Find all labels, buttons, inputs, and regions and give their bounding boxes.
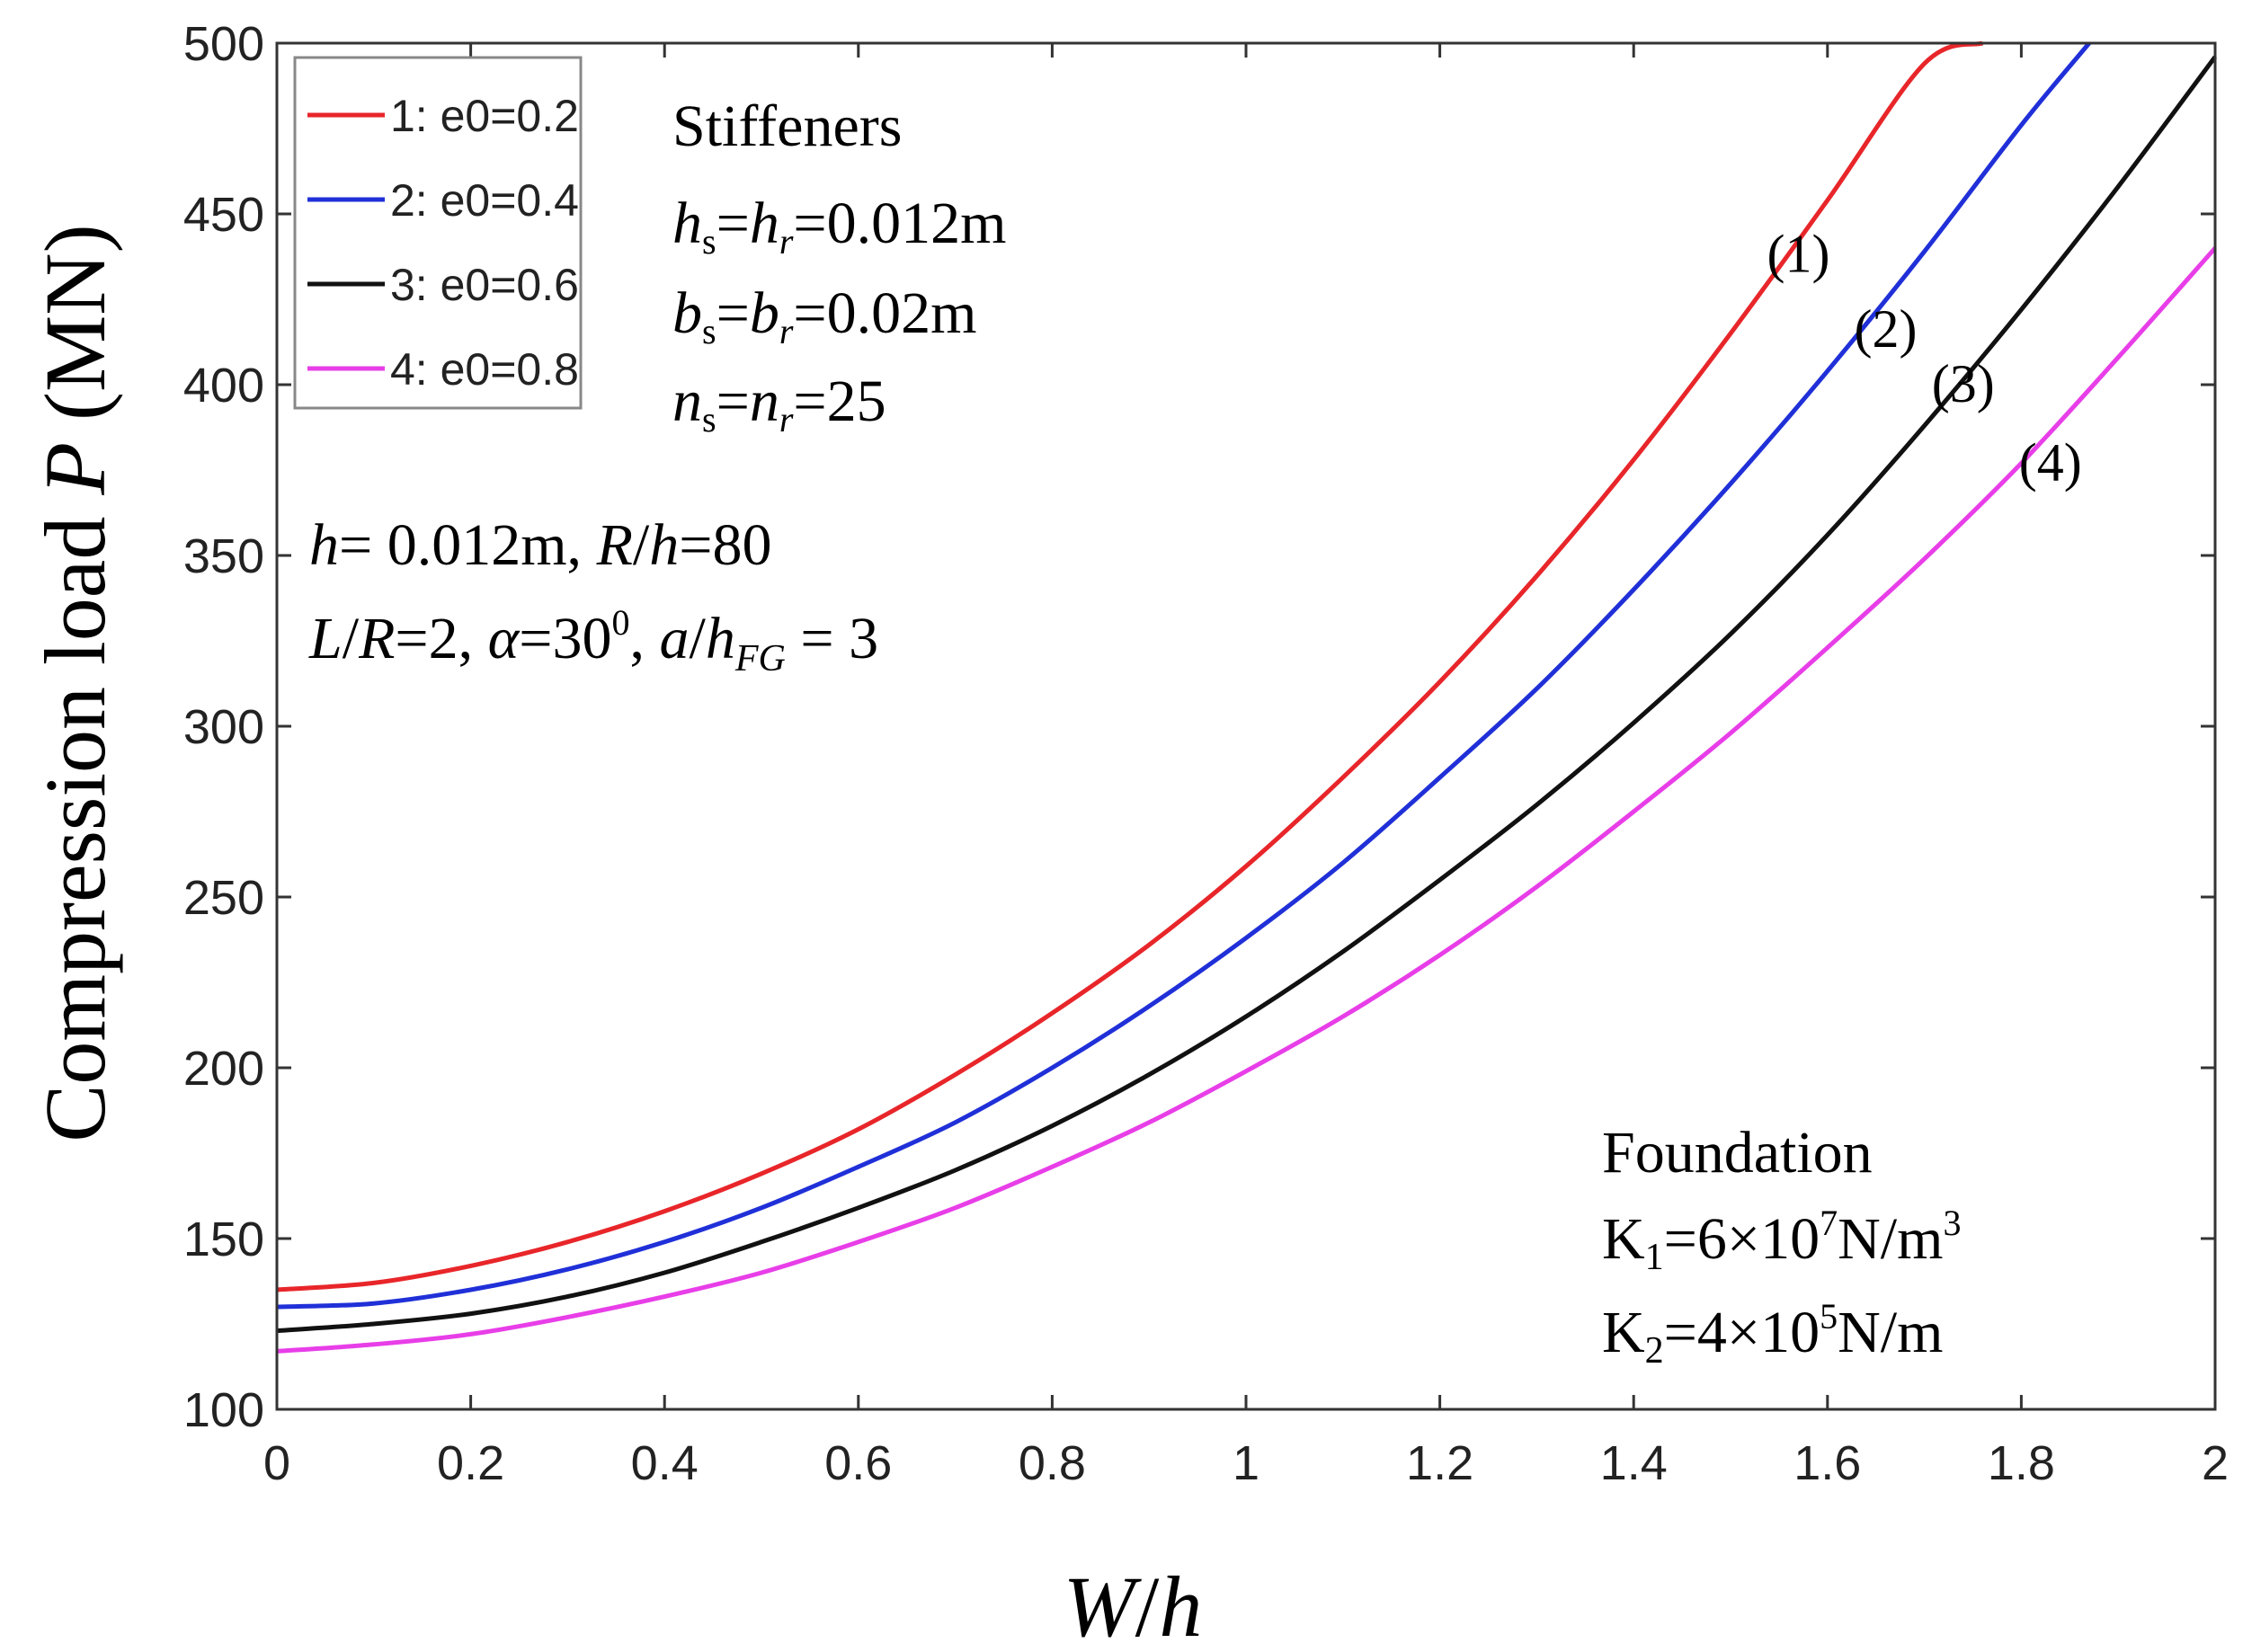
- y-tick-label: 450: [183, 188, 264, 242]
- y-tick-label: 200: [183, 1042, 264, 1096]
- curve-label-4: (4): [2019, 432, 2082, 492]
- legend: 1: e0=0.2 2: e0=0.4 3: e0=0.6 4: e0=0.8: [293, 56, 583, 410]
- x-tick-label: 0: [263, 1436, 290, 1490]
- stiffeners-title: Stiffeners: [672, 93, 902, 159]
- x-tick-label: 1.8: [1988, 1436, 2055, 1490]
- x-tick-label: 1.4: [1600, 1436, 1668, 1490]
- curve-label-2: (2): [1854, 299, 1917, 359]
- geometry-line-1: h= 0.012m, R/h=80: [309, 512, 771, 578]
- x-tick-label: 0.6: [824, 1436, 892, 1490]
- plot-background: [277, 43, 2215, 1409]
- series-layer: (1) (2) (3) (4): [276, 40, 2218, 1354]
- foundation-title: Foundation: [1602, 1120, 1873, 1186]
- x-axis-title: W/h: [1064, 1559, 1203, 1652]
- series-line-4: [276, 246, 2217, 1354]
- legend-label-3: 3: e0=0.6: [390, 260, 579, 310]
- legend-label-1: 1: e0=0.2: [390, 91, 579, 141]
- series-line-1: [276, 40, 1984, 1292]
- y-tick-label: 400: [183, 359, 264, 413]
- curve-label-3: (3): [1932, 354, 1995, 413]
- x-tick-label: 1.6: [1794, 1436, 1861, 1490]
- y-tick-label: 500: [183, 17, 264, 71]
- y-tick-label: 150: [183, 1212, 264, 1266]
- series-line-3: [276, 55, 2218, 1334]
- y-axis-title: Compression load P (MN): [27, 224, 123, 1141]
- geometry-annotation: h= 0.012m, R/h=80 L/R=2, α=300, a/hFG = …: [308, 512, 878, 679]
- y-tick-label: 100: [183, 1383, 264, 1437]
- stiffener-height-text: hs=hr=0.012m: [672, 191, 1006, 262]
- x-tick-label: 1.2: [1406, 1436, 1473, 1490]
- stiffener-width-text: bs=br=0.02m: [672, 280, 976, 351]
- series-line-2: [276, 41, 2091, 1310]
- stiffener-count-text: ns=nr=25: [672, 369, 886, 440]
- x-tick-label: 1: [1233, 1436, 1259, 1490]
- y-tick-label: 300: [183, 700, 264, 754]
- stiffeners-annotation: Stiffeners hs=hr=0.012m bs=br=0.02m ns=n…: [672, 93, 1006, 440]
- geometry-line-2: L/R=2, α=300, a/hFG = 3: [308, 602, 878, 679]
- x-tick-label: 0.8: [1019, 1436, 1086, 1490]
- x-tick-label: 2: [2202, 1436, 2229, 1490]
- x-tick-label: 0.4: [631, 1436, 699, 1490]
- x-tick-label: 0.2: [437, 1436, 504, 1490]
- legend-label-2: 2: e0=0.4: [390, 175, 579, 226]
- foundation-annotation: Foundation K1=6×107N/m3 K2=4×105N/m: [1602, 1120, 1961, 1372]
- foundation-k1: K1=6×107N/m3: [1602, 1203, 1961, 1278]
- legend-label-4: 4: e0=0.8: [390, 344, 579, 395]
- ticks-layer: 0 0.2 0.4 0.6 0.8 1 1.2 1.4 1.6 1.8 2 100 150 200 250 3…: [183, 17, 2229, 1490]
- curve-label-1: (1): [1767, 225, 1829, 284]
- foundation-k2: K2=4×105N/m: [1602, 1296, 1943, 1372]
- y-tick-label: 250: [183, 871, 264, 925]
- y-tick-label: 350: [183, 529, 264, 583]
- plot-frame: [275, 41, 2217, 1411]
